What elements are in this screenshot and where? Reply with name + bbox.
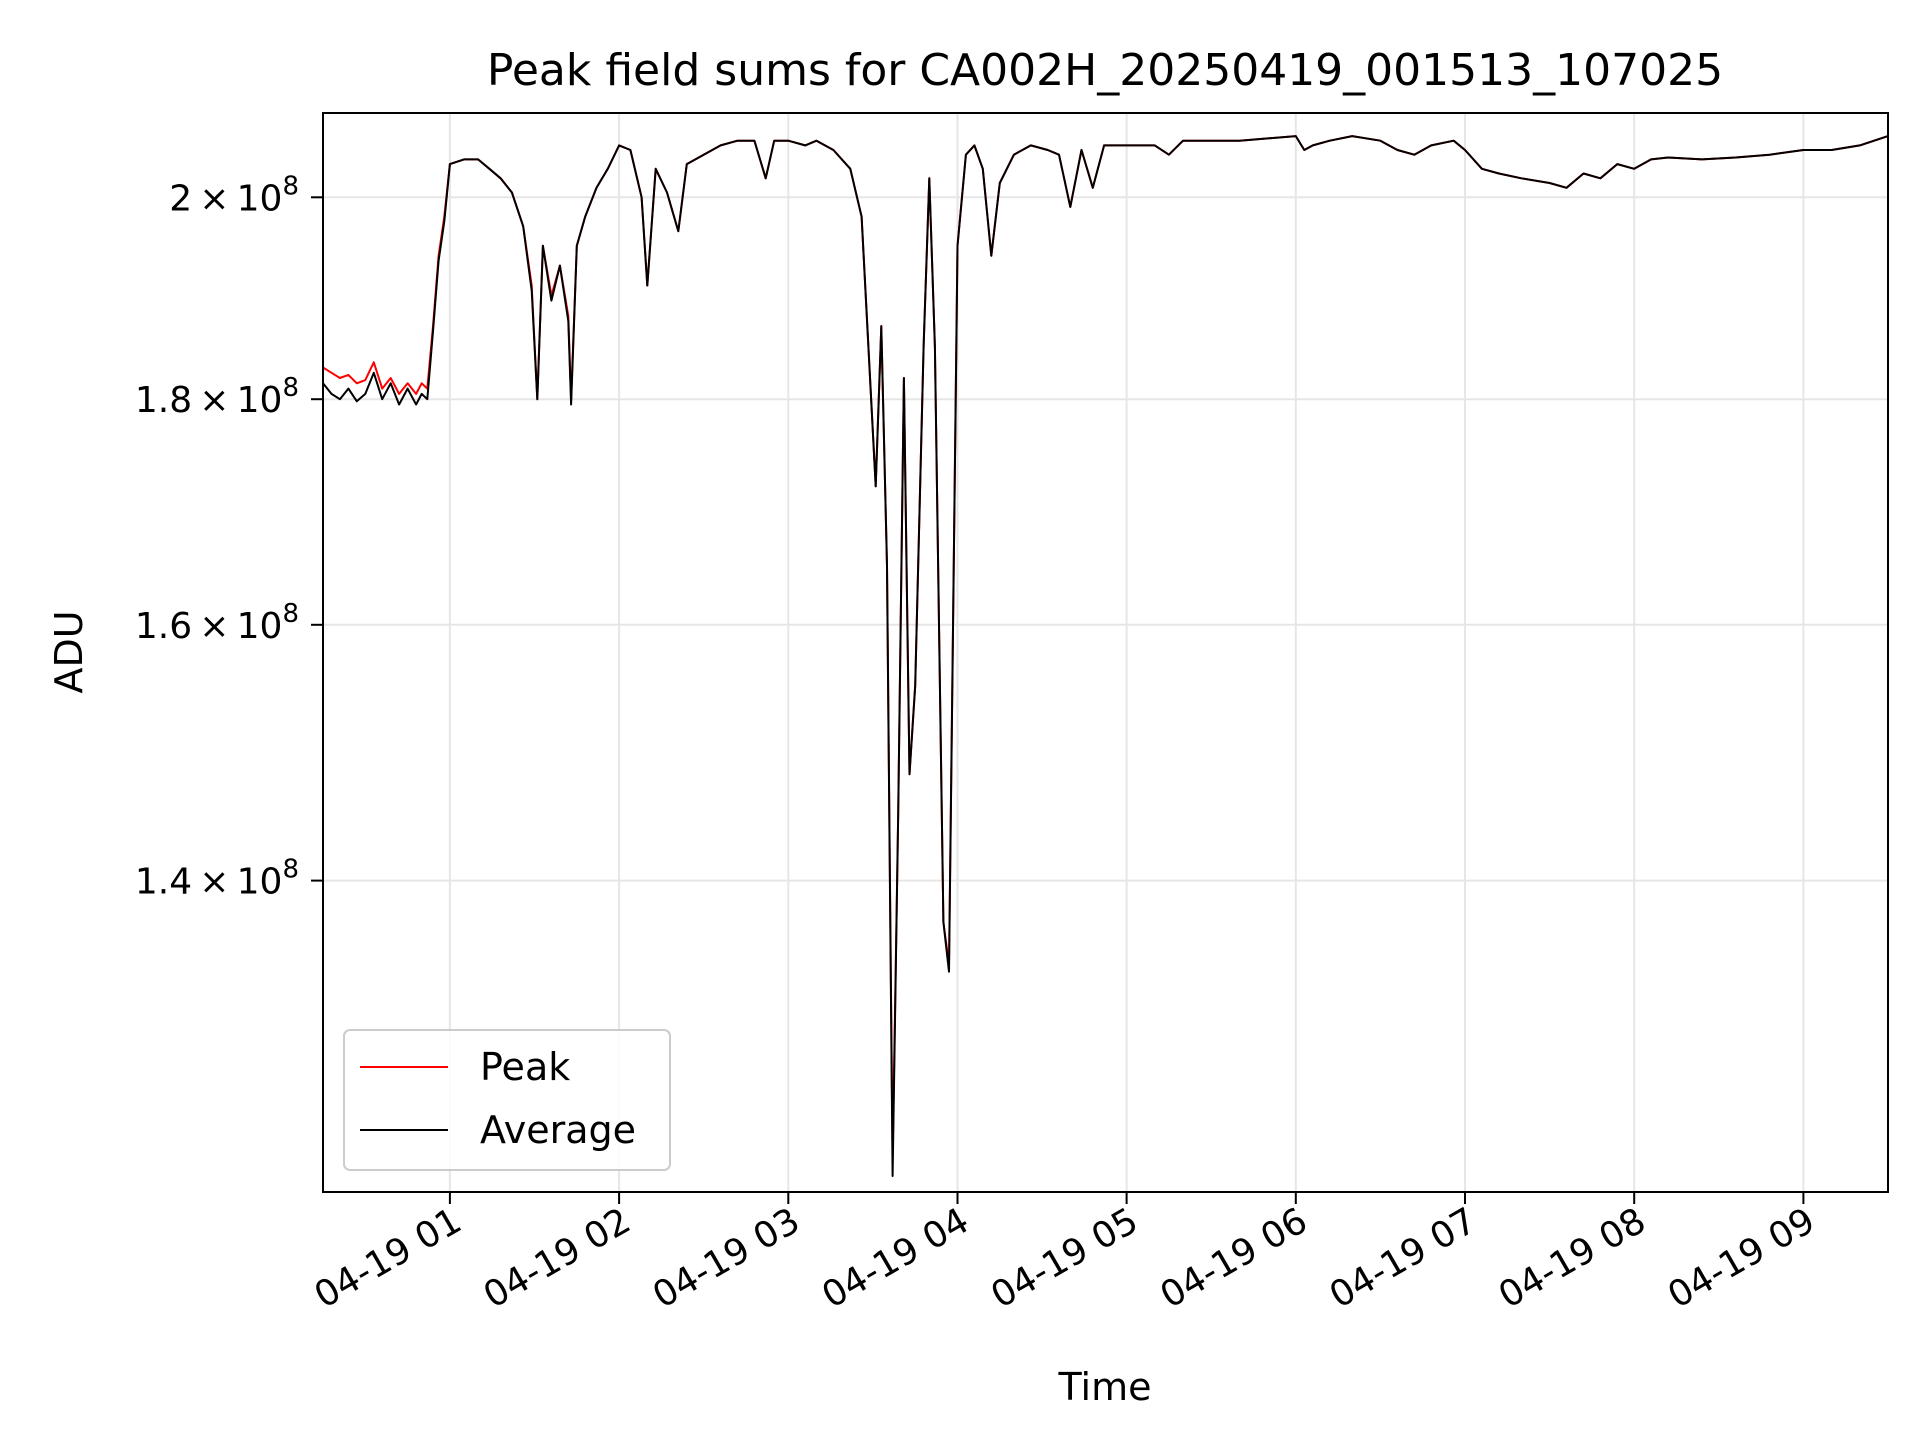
y-axis-label: ADU bbox=[47, 610, 91, 693]
chart-title: Peak field sums for CA002H_20250419_0015… bbox=[487, 45, 1723, 96]
plot-frame bbox=[322, 112, 1889, 1193]
series-line-average bbox=[323, 135, 1888, 1177]
y-axis: 1.4 × 108 1.6 × 108 1.8 × 108 2 × 108 bbox=[135, 171, 323, 903]
y-tick-label: 2 × 108 bbox=[169, 171, 299, 219]
y-tick-label: 1.4 × 108 bbox=[135, 855, 299, 903]
y-tick-label: 1.6 × 108 bbox=[135, 599, 299, 647]
legend-box bbox=[343, 1029, 671, 1171]
legend-label-peak: Peak bbox=[480, 1045, 570, 1089]
y-tick-label: 1.8 × 108 bbox=[135, 373, 299, 421]
legend-label-average: Average bbox=[480, 1108, 636, 1152]
grid bbox=[323, 113, 1888, 1192]
legend: Peak Average bbox=[343, 1029, 671, 1171]
series-layer bbox=[323, 135, 1888, 1177]
x-axis-label: Time bbox=[1058, 1365, 1152, 1409]
